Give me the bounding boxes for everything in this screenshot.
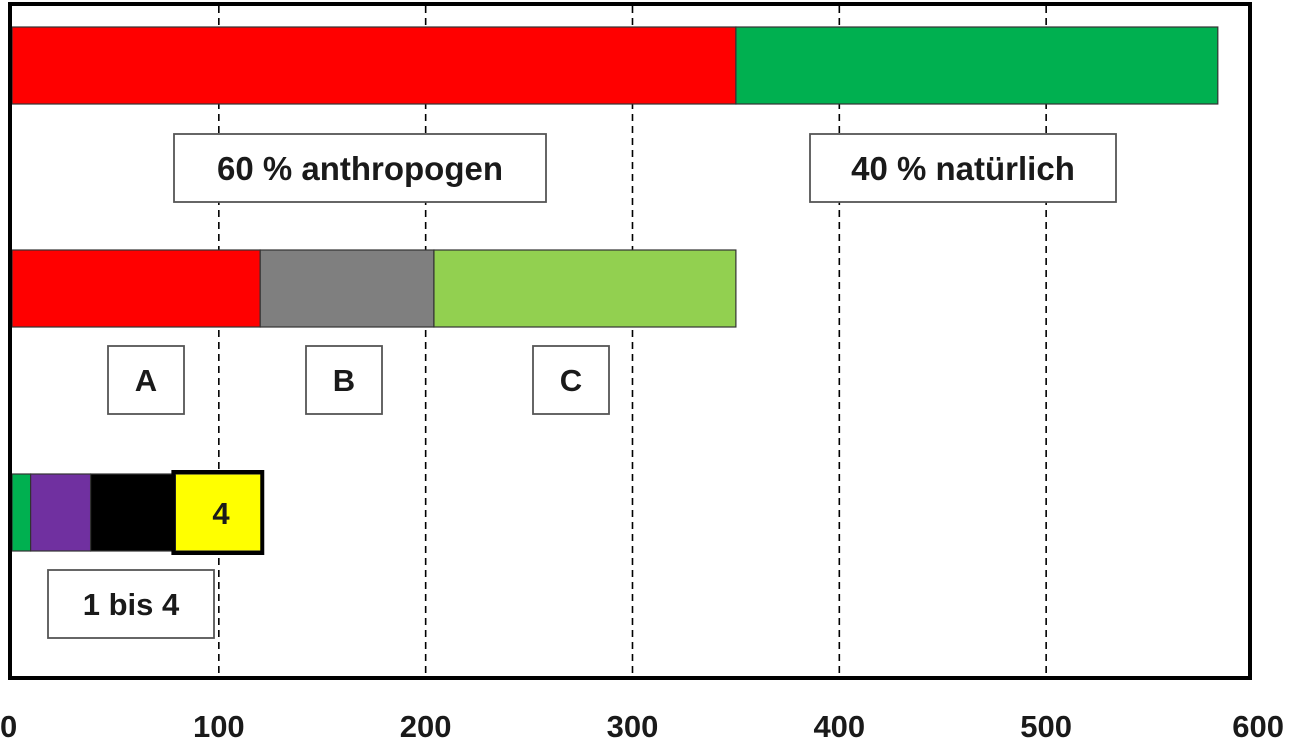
annotation-box-2 [809,133,1117,203]
annotation-box-7 [47,569,215,639]
annotation-label-1: 60 % anthropogen [217,150,503,187]
bar-3-segment-3 [89,473,176,552]
x-tick-label-0: 0 [0,709,17,744]
annotation-box-3 [107,345,185,415]
x-tick-label-600: 600 [1232,709,1284,744]
annotation-label-2: 40 % natürlich [851,150,1075,187]
x-tick-label-100: 100 [193,709,245,744]
bars [11,26,1219,555]
x-tick-label-400: 400 [813,709,865,744]
bar-1-segment-2 [735,26,1219,105]
annotation-labels: 60 % anthropogen 40 % natürlich A B C 4 1 bis … [47,133,1117,639]
annotation-box-4 [305,345,383,415]
grid-lines [218,6,1047,676]
bar-3-segment-4 [174,473,263,552]
annotation-box-1 [173,133,547,203]
x-tick-label-200: 200 [400,709,452,744]
annotation-label-5: C [560,363,582,398]
bar-2-segment-1 [11,249,261,328]
x-tick-label-300: 300 [607,709,659,744]
bar-3-segment-4-outline [171,470,265,555]
annotation-box-5 [532,345,610,415]
annotation-label-6: 4 [212,496,230,531]
annotation-label-4: B [333,363,355,398]
bar-2-segment-3 [433,249,737,328]
plot-frame [8,2,1252,680]
x-tick-label-500: 500 [1020,709,1072,744]
x-axis-ticks: 0 100 200 300 400 500 600 [0,709,1284,744]
annotation-label-3: A [135,363,157,398]
bar-1-segment-1 [11,26,737,105]
bar-3-segment-1 [11,473,32,552]
bar-2-segment-2 [259,249,435,328]
bar-3-segment-2 [30,473,92,552]
annotation-label-7: 1 bis 4 [83,587,180,622]
